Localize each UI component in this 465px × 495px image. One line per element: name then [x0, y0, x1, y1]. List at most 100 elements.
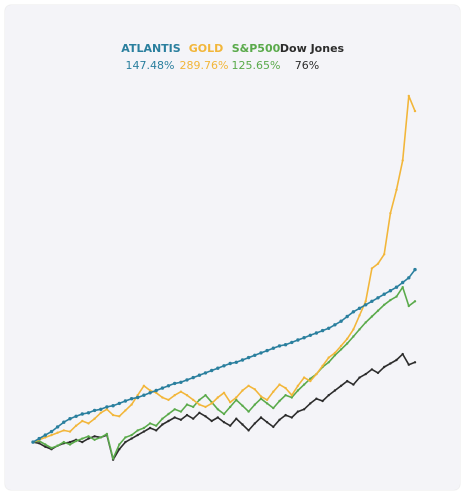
- data-point-sp500: [370, 315, 374, 318]
- data-point-dow-jones: [130, 437, 133, 440]
- data-point-dow-jones: [358, 376, 361, 379]
- data-point-gold: [253, 388, 256, 391]
- data-point-gold: [333, 351, 337, 355]
- data-point-atlantis: [203, 371, 208, 375]
- data-point-sp500: [272, 406, 275, 410]
- data-point-gold: [395, 188, 398, 191]
- data-point-atlantis: [277, 344, 282, 348]
- data-point-atlantis: [283, 343, 288, 347]
- series-line-dow-jones: [32, 353, 416, 461]
- data-point-gold: [321, 364, 324, 367]
- data-point-dow-jones: [315, 397, 318, 400]
- data-point-atlantis: [111, 404, 115, 408]
- legend-value-atlantis: 147.48%: [125, 59, 175, 72]
- data-point-atlantis: [99, 407, 103, 411]
- data-point-dow-jones: [259, 416, 263, 419]
- data-point-sp500: [173, 408, 176, 411]
- data-point-gold: [216, 396, 219, 399]
- data-point-gold: [155, 391, 158, 394]
- data-point-dow-jones: [192, 417, 195, 420]
- legend-names-row: ATLANTIS GOLD S&P500 Dow Jones: [5, 42, 460, 58]
- data-point-sp500: [198, 398, 201, 402]
- data-point-atlantis: [154, 388, 158, 393]
- data-point-gold: [185, 394, 189, 397]
- data-point-sp500: [216, 408, 219, 411]
- data-point-sp500: [376, 309, 380, 312]
- data-point-dow-jones: [401, 352, 404, 356]
- data-point-sp500: [93, 438, 96, 441]
- data-point-atlantis: [31, 440, 35, 444]
- data-point-dow-jones: [142, 430, 146, 433]
- data-point-sp500: [56, 444, 59, 447]
- data-point-sp500: [265, 402, 269, 405]
- data-point-dow-jones: [272, 425, 275, 429]
- data-point-atlantis: [265, 348, 269, 353]
- data-point-gold: [376, 262, 380, 265]
- data-point-sp500: [395, 295, 398, 298]
- data-point-dow-jones: [413, 361, 417, 364]
- data-point-gold: [413, 109, 417, 113]
- data-point-gold: [272, 390, 275, 393]
- data-point-sp500: [167, 412, 170, 416]
- data-point-gold: [56, 431, 59, 434]
- data-point-gold: [290, 394, 293, 397]
- legend-values-row: 147.48% 289.76% 125.65% 76%: [5, 59, 460, 75]
- data-point-dow-jones: [327, 394, 330, 397]
- data-point-atlantis: [55, 425, 60, 429]
- data-point-gold: [111, 413, 115, 417]
- data-point-gold: [370, 267, 374, 270]
- data-point-sp500: [74, 439, 78, 443]
- data-point-sp500: [259, 397, 263, 400]
- data-point-dow-jones: [204, 415, 207, 418]
- data-point-sp500: [346, 342, 349, 345]
- data-point-sp500: [130, 433, 133, 437]
- legend-value-sp500: 125.65%: [231, 59, 281, 72]
- data-point-sp500: [333, 354, 337, 357]
- data-point-dow-jones: [161, 423, 164, 426]
- data-point-gold: [124, 409, 127, 412]
- data-point-gold: [296, 384, 300, 387]
- data-point-dow-jones: [284, 413, 287, 417]
- data-point-atlantis: [49, 429, 54, 434]
- data-point-atlantis: [86, 411, 91, 415]
- data-point-dow-jones: [155, 429, 158, 432]
- data-point-sp500: [253, 403, 256, 406]
- data-point-atlantis: [339, 319, 343, 323]
- data-point-dow-jones: [278, 418, 281, 421]
- data-point-sp500: [339, 348, 343, 351]
- data-point-sp500: [124, 436, 127, 439]
- data-point-sp500: [161, 417, 164, 420]
- data-point-atlantis: [173, 381, 177, 386]
- data-point-gold: [315, 372, 318, 376]
- data-point-atlantis: [117, 401, 122, 406]
- data-point-gold: [105, 408, 109, 411]
- data-point-sp500: [44, 443, 47, 446]
- data-point-dow-jones: [136, 433, 139, 437]
- data-point-atlantis: [333, 323, 337, 327]
- data-point-gold: [161, 396, 164, 399]
- data-point-gold: [204, 405, 207, 409]
- data-point-dow-jones: [87, 437, 90, 440]
- data-point-dow-jones: [173, 416, 176, 419]
- data-point-atlantis: [364, 303, 368, 307]
- data-point-dow-jones: [185, 413, 189, 417]
- data-point-dow-jones: [93, 435, 96, 438]
- data-point-atlantis: [253, 353, 257, 357]
- data-point-dow-jones: [407, 363, 410, 366]
- data-point-gold: [259, 395, 263, 398]
- data-point-gold: [241, 389, 244, 392]
- data-point-dow-jones: [296, 410, 300, 413]
- data-point-gold: [401, 159, 404, 162]
- data-point-dow-jones: [44, 445, 47, 448]
- series-dow-jones: [31, 352, 417, 461]
- data-point-sp500: [118, 443, 121, 446]
- data-point-dow-jones: [118, 448, 121, 451]
- data-point-dow-jones: [389, 362, 392, 365]
- data-point-sp500: [105, 432, 109, 436]
- data-point-atlantis: [74, 414, 78, 418]
- data-point-dow-jones: [198, 411, 201, 414]
- data-point-sp500: [358, 328, 361, 331]
- data-point-dow-jones: [167, 419, 170, 423]
- data-point-atlantis: [123, 399, 128, 403]
- line-chart-plot: [31, 94, 417, 461]
